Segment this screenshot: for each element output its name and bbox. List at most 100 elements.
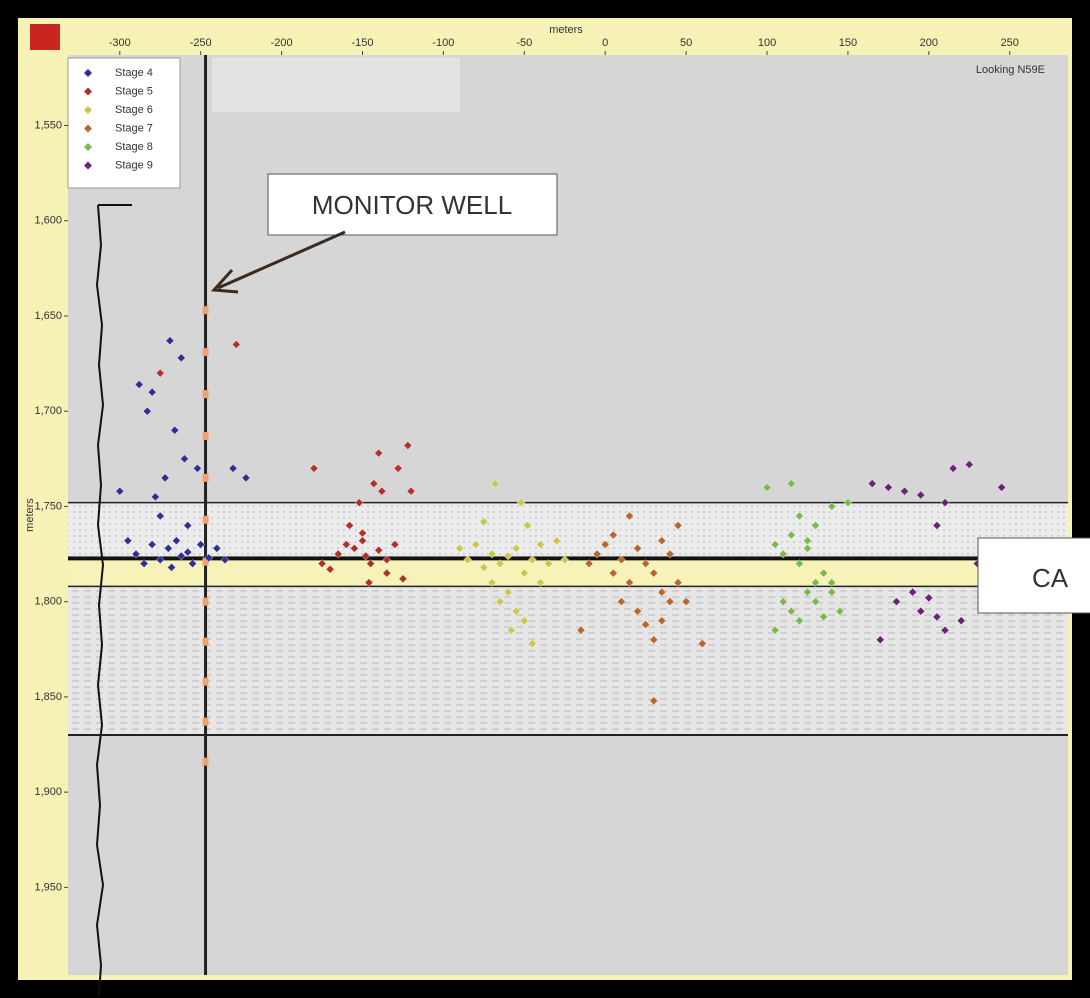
event-point [520,568,529,578]
arrow-head [210,268,239,294]
event-point [196,540,205,549]
event-point [932,521,942,530]
event-point [188,559,197,568]
legend-label: Stage 6 [115,104,153,116]
event-point [665,597,675,606]
event-point [204,553,214,563]
band-texture [68,586,1068,735]
event-point [787,530,796,540]
x-tick-label: 250 [1001,37,1019,49]
event-point [778,597,788,606]
event-point [552,536,561,545]
y-tick-label: 1,550 [34,119,62,131]
event-point [940,498,950,507]
x-tick-label: 200 [920,37,938,49]
event-point [609,530,618,540]
x-tick-label: 0 [602,37,608,49]
receiver [202,473,209,482]
event-point [600,540,610,549]
event-point [333,549,343,559]
app-icon[interactable] [30,24,60,50]
event-point [155,555,165,565]
event-point [115,486,125,496]
x-tick-label: 50 [680,37,692,49]
log-curve [95,204,105,996]
event-point [342,540,351,549]
event-point [455,544,464,553]
event-point [374,545,383,555]
legend-marker [84,143,92,151]
event-point [657,587,667,597]
receiver [202,757,209,766]
event-point [487,549,497,559]
x-tick-label: -100 [432,37,454,49]
event-point [193,464,202,473]
legend-label: Stage 8 [115,141,153,153]
event-point [516,498,526,507]
event-point [795,511,804,521]
event-point [487,578,497,587]
event-point [819,568,828,578]
event-point [345,521,354,530]
y-tick-label: 1,900 [34,786,62,798]
event-point [165,336,175,345]
event-point [325,565,335,574]
formation-band [68,557,1068,587]
event-point [609,568,618,578]
event-point [479,563,489,572]
event-point [770,540,780,549]
event-point [479,517,489,526]
event-point [681,597,691,606]
event-point [940,625,950,635]
event-point [511,606,521,616]
event-point [123,536,133,545]
event-point [369,479,379,488]
receiver [202,717,209,726]
event-point [143,406,152,416]
legend-label: Stage 5 [115,85,153,97]
event-point [147,387,157,397]
legend-label: Stage 9 [115,159,153,171]
event-point [463,555,472,565]
legend-label: Stage 7 [115,122,153,134]
event-point [770,625,780,635]
event-point [560,555,570,565]
event-point [795,559,804,568]
event-point [176,353,186,363]
event-point [241,473,251,483]
event-point [827,578,837,587]
event-point [827,502,837,511]
event-point [374,448,383,458]
event-point [827,587,837,597]
event-point [908,587,917,597]
event-point [358,528,367,538]
event-point [503,551,513,561]
event-point [811,521,820,530]
event-point [843,498,853,507]
event-point [511,544,521,553]
receiver [202,597,209,606]
event-point [803,544,812,553]
event-point [212,544,222,553]
event-point [625,578,634,587]
event-point [172,536,181,545]
event-point [544,559,553,568]
event-point [507,625,516,635]
event-point [787,479,796,488]
event-point [900,486,909,496]
event-point [649,635,659,645]
event-point [932,612,942,622]
event-point [471,540,481,549]
event-point [147,540,157,549]
event-point [167,563,176,572]
event-point [884,483,893,492]
event-point [180,454,189,464]
event-point [523,521,532,530]
treatment-well [68,557,1068,561]
y-axis-label: meters [24,498,36,532]
event-point [673,578,683,587]
legend-marker [84,106,92,114]
event-point [377,486,387,496]
event-point [520,616,529,625]
event-point [657,616,667,625]
